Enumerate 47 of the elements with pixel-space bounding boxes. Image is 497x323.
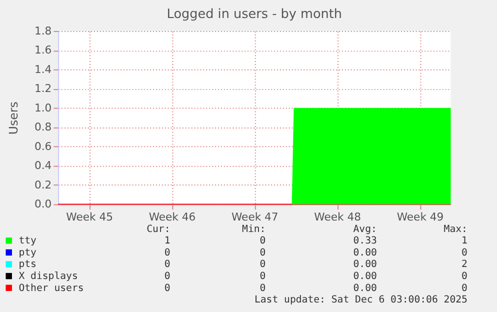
legend-label: pty [18,247,37,258]
text: Last update: Sat Dec 6 03:00:06 2025 [254,294,468,306]
x-tick-label: Week 49 [396,210,444,224]
text: 0.00 [353,271,378,282]
text: 0 [260,247,266,258]
text: 0.00 [353,247,378,258]
y-tick-label: 1.0 [34,101,52,114]
y-tick-label: 0.8 [34,120,52,134]
y-axis-title: Users [6,102,21,135]
y-tick-label: 1.2 [34,82,52,96]
y-tick-label: 1.8 [34,24,52,38]
y-tick-label: 0.4 [34,159,52,172]
text: 2 [462,259,468,270]
text: Cur: [146,224,170,235]
text: 0 [164,247,170,258]
text: 0.33 [353,236,378,247]
legend-label: X displays [18,271,78,282]
y-tick-label: 1.6 [34,44,52,57]
x-tick-label: Week 46 [148,210,196,224]
legend-label: Other users [18,282,84,294]
y-tick-label: 0.2 [34,178,52,192]
text: 0 [164,259,170,270]
text: 0 [260,236,266,247]
text: 1 [164,236,170,247]
text: 0 [260,271,266,282]
legend-label: pts [18,259,36,270]
y-tick-label: 1.4 [34,62,52,76]
x-tick-label: Week 47 [231,210,278,224]
y-tick-label: 0.6 [34,140,52,153]
y-tick-label: 0.0 [34,198,52,211]
text: Max: [444,224,468,235]
text: 0.00 [353,282,378,294]
text: Avg: [353,224,377,235]
x-tick-label: Week 45 [66,210,113,224]
text: 1 [462,236,468,247]
legend-label: tty [18,236,37,247]
text: 0 [260,282,266,294]
text: 0 [462,247,468,258]
text: 0 [462,271,468,282]
x-tick-label: Week 48 [314,210,362,224]
text: 0 [164,282,170,294]
chart-title: Logged in users - by month [166,7,342,22]
text: 0.00 [353,259,378,270]
text: 0 [164,271,170,282]
text: 0 [462,282,468,294]
text: Min: [242,224,266,235]
text: 0 [260,259,266,270]
